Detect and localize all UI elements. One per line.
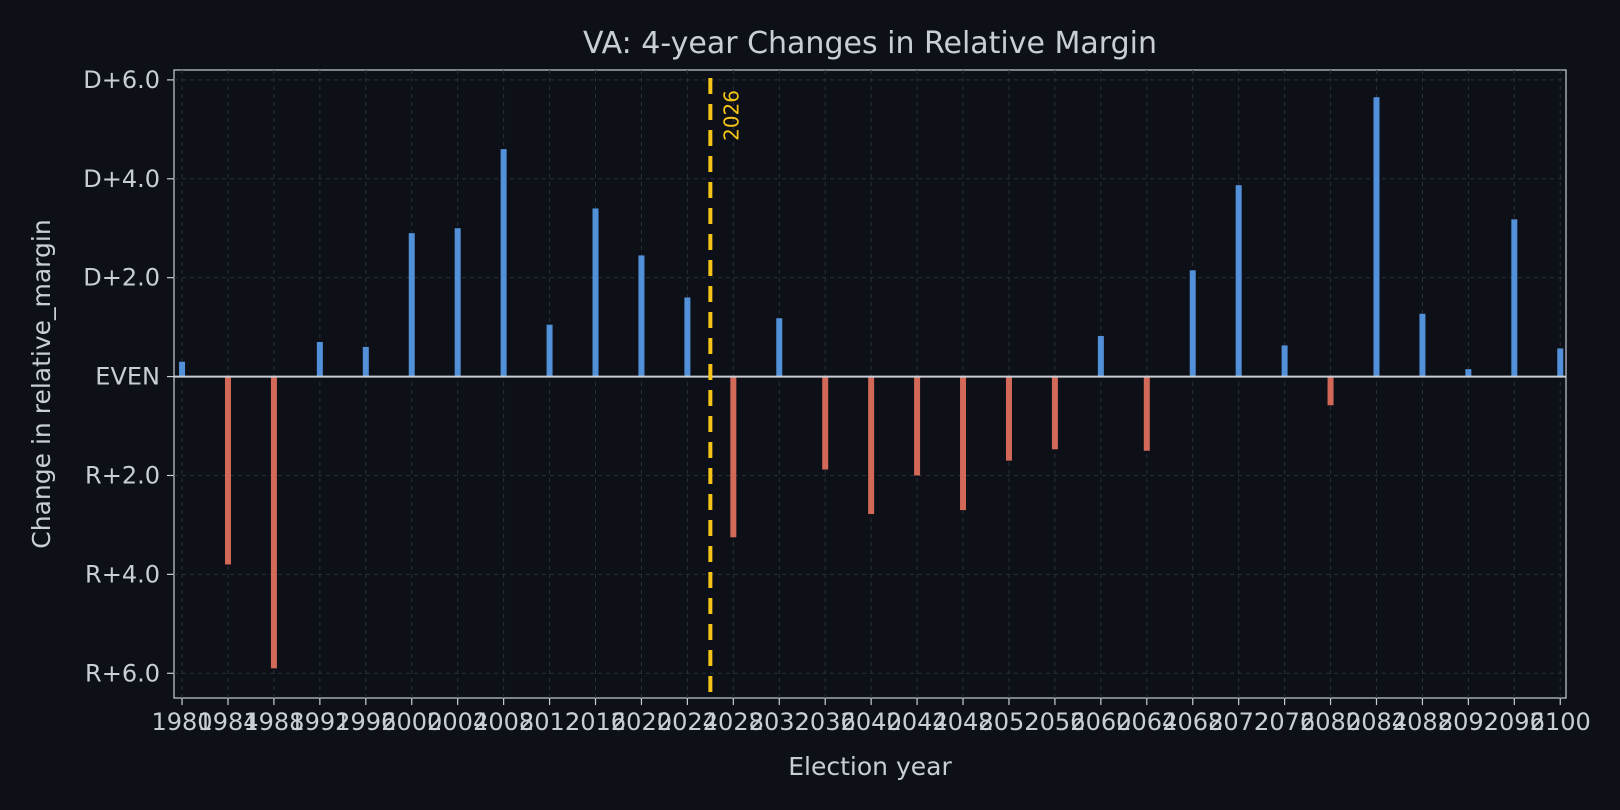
bar [224, 376, 231, 565]
bar [914, 376, 921, 476]
bar [454, 228, 461, 377]
bar [1327, 376, 1334, 406]
bar [868, 376, 875, 515]
y-tick-label: EVEN [95, 363, 160, 391]
x-axis-ticks: 1980198419881992199620002004200820122016… [152, 698, 1591, 736]
x-tick-label: 2064 [1116, 708, 1177, 736]
y-tick-label: R+4.0 [85, 560, 160, 588]
x-tick-label: 1992 [289, 708, 350, 736]
bar [1143, 376, 1150, 451]
x-tick-label: 1984 [197, 708, 258, 736]
bar [270, 376, 277, 669]
bar [1097, 336, 1104, 377]
x-tick-label: 2028 [703, 708, 764, 736]
x-tick-label: 2012 [519, 708, 580, 736]
x-tick-label: 2092 [1438, 708, 1499, 736]
bar [1051, 376, 1058, 450]
bar [179, 361, 186, 377]
x-tick-label: 2008 [473, 708, 534, 736]
y-tick-label: R+6.0 [85, 659, 160, 687]
x-tick-label: 2032 [749, 708, 810, 736]
bar [776, 318, 783, 377]
x-tick-label: 2060 [1070, 708, 1131, 736]
x-tick-label: 2084 [1346, 708, 1407, 736]
x-tick-label: 2080 [1300, 708, 1361, 736]
bar [546, 324, 553, 377]
bar [960, 376, 967, 511]
x-tick-label: 2020 [611, 708, 672, 736]
bar [1281, 345, 1288, 377]
x-tick-label: 2088 [1392, 708, 1453, 736]
bar [1557, 348, 1564, 377]
x-tick-label: 2036 [795, 708, 856, 736]
x-tick-label: 1996 [335, 708, 396, 736]
bar [500, 149, 507, 377]
x-tick-label: 2052 [978, 708, 1039, 736]
bar [730, 376, 737, 538]
y-tick-label: D+6.0 [83, 66, 160, 94]
y-axis-ticks: D+6.0 D+4.0 D+2.0 EVEN R+2.0 R+4.0 R+6.0 [83, 66, 174, 687]
bar [362, 346, 369, 377]
bar [1235, 185, 1242, 377]
bar [1189, 270, 1196, 377]
x-tick-label: 2072 [1208, 708, 1269, 736]
x-tick-label: 2100 [1530, 708, 1591, 736]
bar [684, 297, 691, 377]
y-axis-label: Change in relative_margin [27, 219, 56, 548]
x-tick-label: 1980 [152, 708, 213, 736]
x-tick-label: 2016 [565, 708, 626, 736]
bar [1373, 97, 1380, 377]
x-tick-label: 2044 [887, 708, 948, 736]
bar [1419, 313, 1426, 377]
bar [1005, 376, 1012, 461]
x-tick-label: 2056 [1024, 708, 1085, 736]
x-tick-label: 2096 [1484, 708, 1545, 736]
x-tick-label: 2076 [1254, 708, 1315, 736]
bars [179, 97, 1564, 669]
bar [1465, 369, 1472, 377]
y-tick-label: R+2.0 [85, 461, 160, 489]
bar [592, 208, 599, 377]
x-tick-label: 2004 [427, 708, 488, 736]
chart-title: VA: 4-year Changes in Relative Margin [583, 26, 1157, 61]
x-tick-label: 2000 [381, 708, 442, 736]
x-axis-label: Election year [788, 752, 952, 781]
bar [408, 233, 415, 377]
bar [316, 341, 323, 377]
x-tick-label: 2040 [841, 708, 902, 736]
x-tick-label: 1988 [243, 708, 304, 736]
x-tick-label: 2068 [1162, 708, 1223, 736]
x-tick-label: 2024 [657, 708, 718, 736]
x-tick-label: 2048 [932, 708, 993, 736]
marker-label: 2026 [719, 90, 743, 141]
bar [1511, 219, 1518, 377]
bar [822, 376, 829, 470]
y-tick-label: D+4.0 [83, 165, 160, 193]
bar [638, 255, 645, 377]
y-tick-label: D+2.0 [83, 264, 160, 292]
